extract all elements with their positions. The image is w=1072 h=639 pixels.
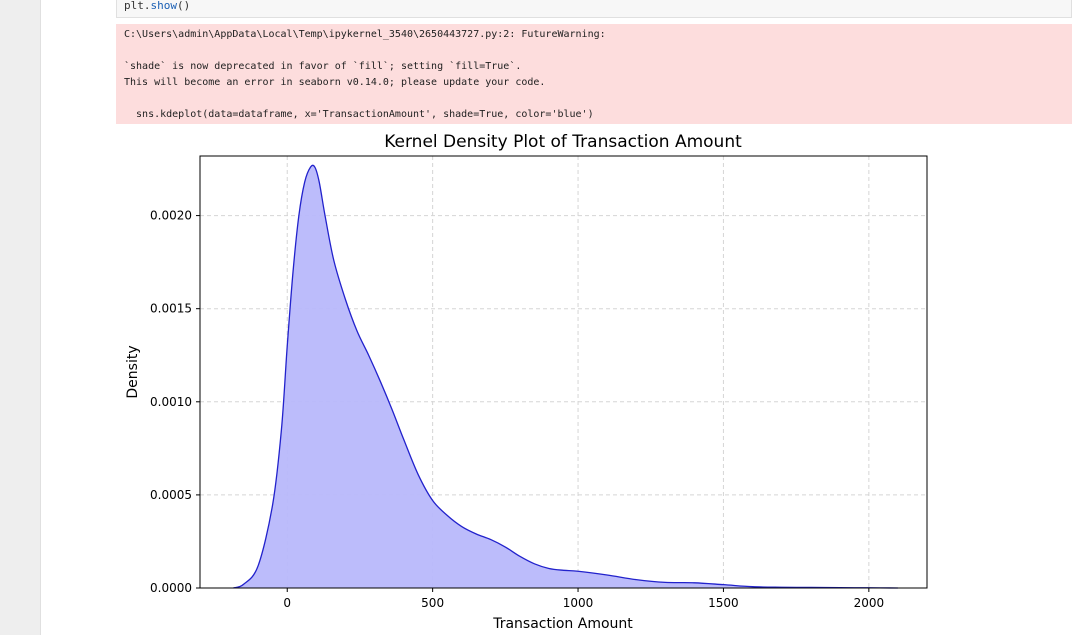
chart-title: Kernel Density Plot of Transaction Amoun… xyxy=(384,132,742,152)
y-tick-label: 0.0015 xyxy=(150,302,192,316)
y-tick-label: 0.0005 xyxy=(150,488,192,502)
code-object: plt. xyxy=(124,0,151,12)
plot-frame xyxy=(199,155,928,589)
code-line: plt.show() xyxy=(124,0,190,12)
density-area xyxy=(233,165,898,588)
code-tail: () xyxy=(177,0,191,12)
x-tick-label: 500 xyxy=(421,596,444,610)
x-tick-label: 0 xyxy=(283,596,291,610)
warning-line-2: `shade` is now deprecated in favor of `f… xyxy=(124,61,522,72)
left-gutter xyxy=(0,0,41,635)
y-axis-ticks: 0.0000 0.0005 0.0010 0.0015 0.0020 xyxy=(150,209,200,595)
warning-output: C:\Users\admin\AppData\Local\Temp\ipyker… xyxy=(116,24,1072,124)
y-axis-label: Density xyxy=(125,345,141,398)
y-tick-label: 0.0010 xyxy=(150,395,192,409)
x-axis-ticks: 0 500 1000 1500 2000 xyxy=(283,588,884,610)
x-tick-label: 1500 xyxy=(708,596,739,610)
warning-line-4: sns.kdeplot(data=dataframe, x='Transacti… xyxy=(124,109,594,120)
code-cell[interactable]: plt.show() xyxy=(116,0,1072,18)
x-tick-label: 1000 xyxy=(563,596,594,610)
density-line xyxy=(233,164,898,589)
code-function: show xyxy=(150,0,178,12)
x-axis-label: Transaction Amount xyxy=(492,616,633,632)
kde-chart: 0 500 1000 1500 2000 0.0000 0.0005 0.0010 0.001… xyxy=(125,132,928,632)
y-tick-label: 0.0000 xyxy=(150,581,192,595)
x-tick-label: 2000 xyxy=(854,596,885,610)
kde-figure: 0 500 1000 1500 2000 0.0000 0.0005 0.0010 0.001… xyxy=(116,126,946,635)
warning-line-1: C:\Users\admin\AppData\Local\Temp\ipyker… xyxy=(124,29,606,40)
warning-line-3: This will become an error in seaborn v0.… xyxy=(124,77,546,88)
y-tick-label: 0.0020 xyxy=(150,209,192,223)
